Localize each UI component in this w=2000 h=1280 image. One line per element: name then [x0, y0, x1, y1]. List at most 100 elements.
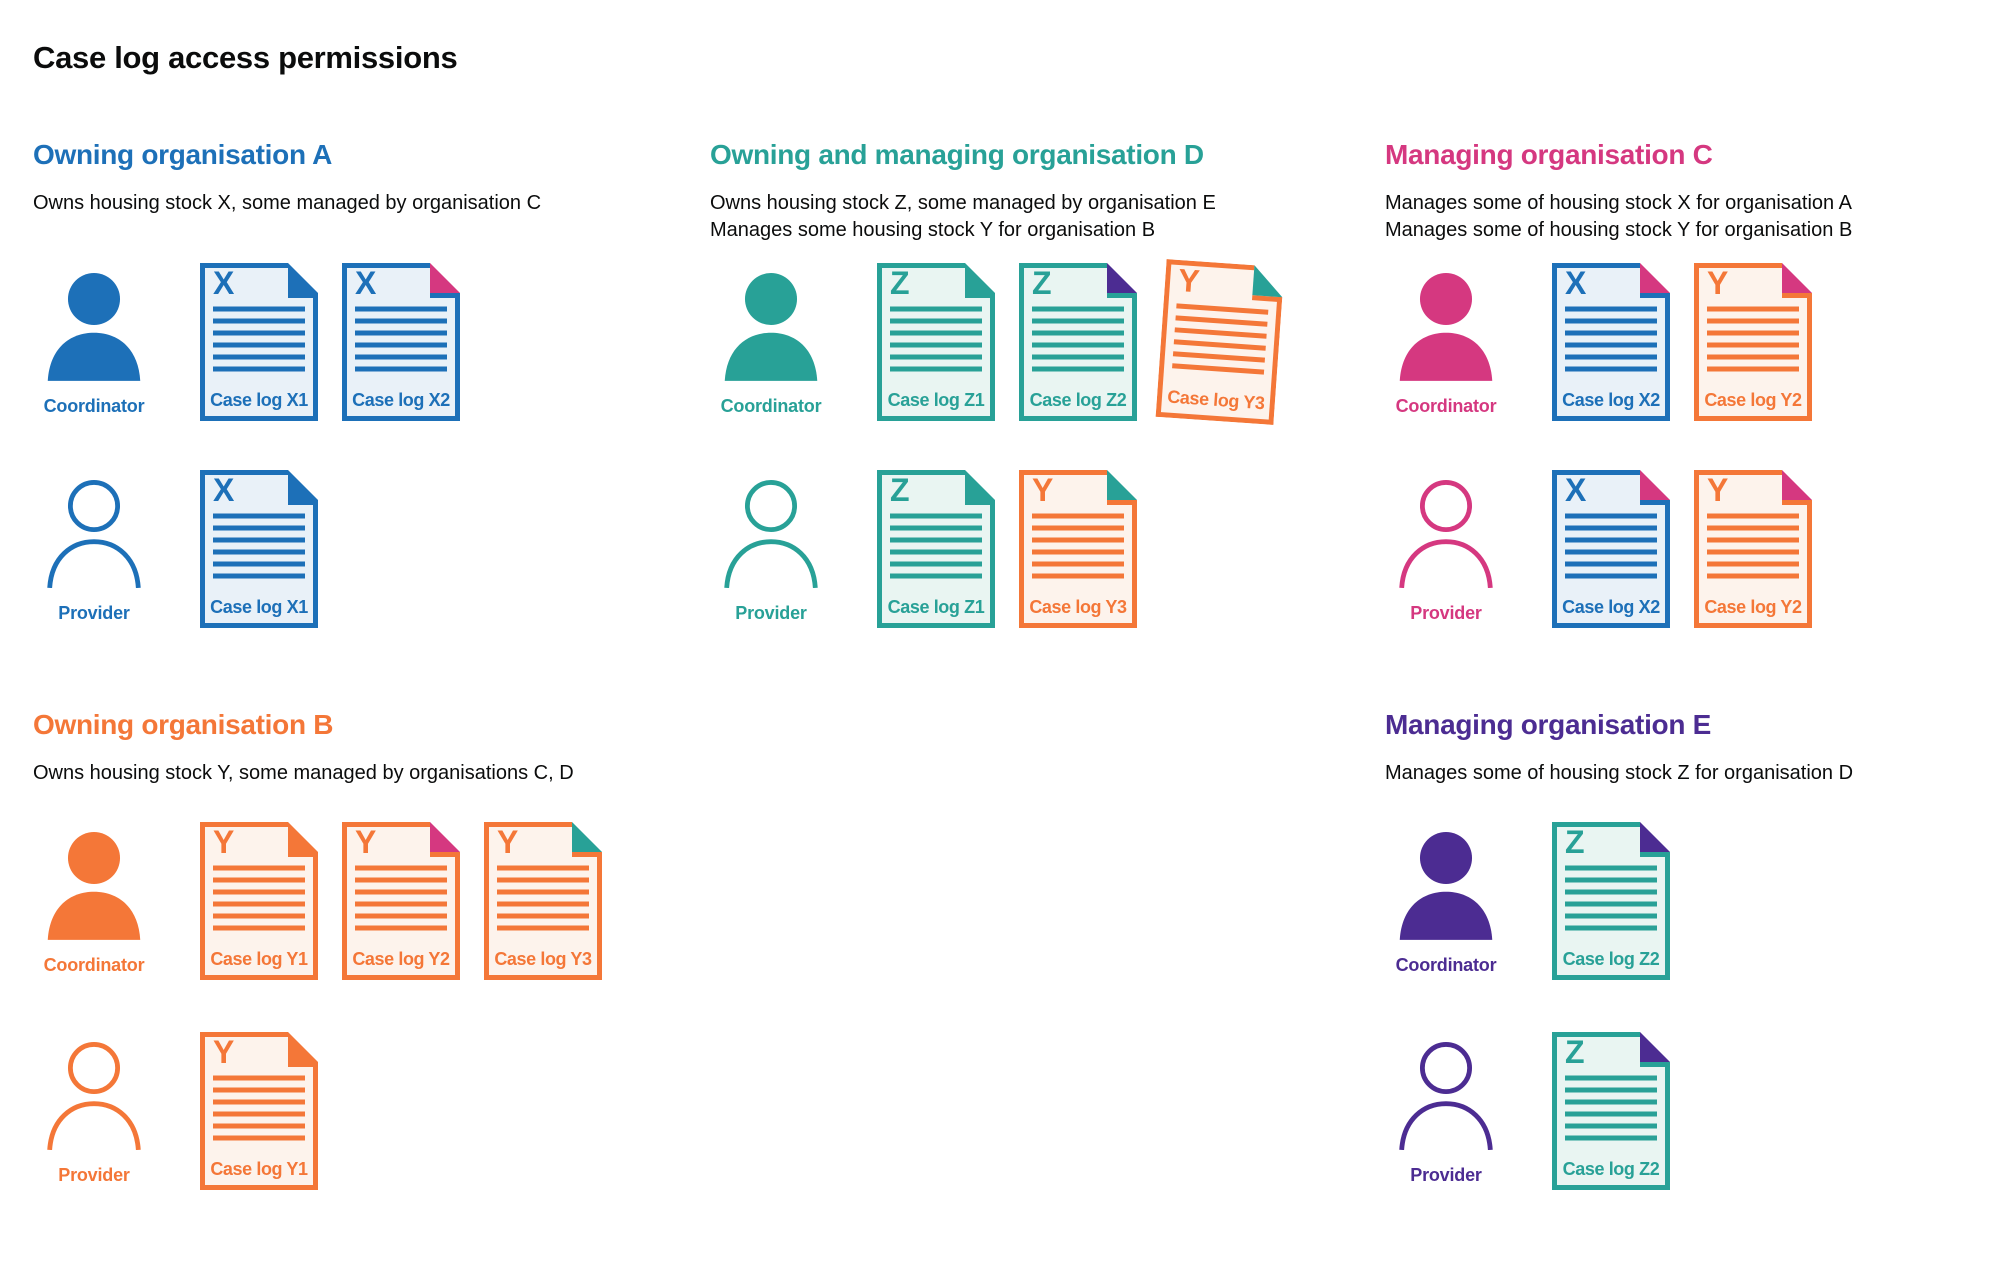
coordinator-label: Coordinator	[720, 396, 822, 416]
coordinator-figure	[1393, 830, 1499, 945]
folded-corner-icon	[965, 470, 995, 500]
case-log-document: Z Case log Z2	[1019, 263, 1137, 421]
document-page	[1694, 263, 1812, 421]
stock-letter: Y	[1176, 261, 1201, 300]
case-log-document: Y Case log Y2	[1694, 470, 1812, 628]
folded-corner-icon	[1107, 470, 1137, 500]
provider-label: Provider	[735, 603, 807, 623]
coordinator-figure	[41, 830, 147, 945]
document-page	[342, 263, 460, 421]
document-icon	[342, 263, 460, 421]
folded-corner-icon	[1252, 265, 1283, 298]
stock-letter: Y	[1707, 472, 1729, 508]
document-icon	[1694, 470, 1812, 628]
document-icon	[200, 263, 318, 421]
coordinator-label: Coordinator	[43, 396, 145, 416]
case-log-document: X Case log X2	[1552, 263, 1670, 421]
folded-corner-icon	[288, 470, 318, 500]
case-log-document: Z Case log Z2	[1552, 822, 1670, 980]
provider-icon	[1399, 1042, 1493, 1151]
case-log-document: Y Case log Y3	[1155, 259, 1285, 425]
document-page	[1552, 263, 1670, 421]
case-log-label: Case log Z2	[1562, 949, 1660, 969]
section-title-owning-and-managing-organisation-d: Owning and managing organisation D	[710, 139, 1204, 170]
provider-figure	[41, 1040, 147, 1155]
document-page	[200, 263, 318, 421]
stock-letter: X	[1565, 265, 1587, 301]
folded-corner-icon	[965, 263, 995, 293]
provider-label: Provider	[58, 603, 130, 623]
provider-icon	[47, 1042, 141, 1151]
stock-letter: Z	[1565, 824, 1585, 860]
case-log-document: X Case log X1	[200, 470, 318, 628]
case-log-label: Case log Y3	[494, 949, 592, 969]
document-page	[200, 470, 318, 628]
stock-letter: X	[355, 265, 377, 301]
case-log-document: X Case log X2	[1552, 470, 1670, 628]
folded-corner-icon	[430, 263, 460, 293]
document-page	[1552, 822, 1670, 980]
stock-letter: Y	[355, 824, 377, 860]
case-log-label: Case log X2	[352, 390, 450, 410]
section-subtitle: Owns housing stock Z, some managed by or…	[710, 192, 1216, 214]
stock-letter: Z	[890, 472, 910, 508]
provider-label: Provider	[58, 1165, 130, 1185]
document-icon	[877, 470, 995, 628]
provider-icon	[1399, 480, 1493, 589]
coordinator-label: Coordinator	[1395, 396, 1497, 416]
document-icon	[1552, 822, 1670, 980]
coordinator-icon	[724, 273, 818, 381]
case-log-document: Y Case log Y2	[342, 822, 460, 980]
coordinator-label: Coordinator	[1395, 955, 1497, 975]
case-log-document: Y Case log Y3	[484, 822, 602, 980]
section-title-owning-organisation-b: Owning organisation B	[33, 709, 334, 740]
document-page	[200, 1032, 318, 1190]
stock-letter: Z	[1032, 265, 1052, 301]
section-subtitle: Manages some housing stock Y for organis…	[710, 219, 1156, 241]
coordinator-icon	[1399, 273, 1493, 381]
section-subtitle: Owns housing stock X, some managed by or…	[33, 192, 542, 214]
coordinator-icon	[47, 273, 141, 381]
case-log-document: Y Case log Y2	[1694, 263, 1812, 421]
document-page	[877, 470, 995, 628]
provider-figure	[718, 478, 824, 593]
document-icon	[877, 263, 995, 421]
document-icon	[200, 822, 318, 980]
coordinator-figure	[718, 271, 824, 386]
case-log-label: Case log Y2	[1704, 597, 1802, 617]
folded-corner-icon	[288, 822, 318, 852]
section-title-owning-organisation-a: Owning organisation A	[33, 139, 333, 170]
stock-letter: Z	[890, 265, 910, 301]
provider-figure	[1393, 478, 1499, 593]
document-icon	[1155, 259, 1283, 425]
case-log-label: Case log Y1	[210, 1159, 308, 1179]
stock-letter: Y	[213, 1034, 235, 1070]
folded-corner-icon	[1640, 822, 1670, 852]
case-log-label: Case log X1	[210, 597, 308, 617]
document-page	[877, 263, 995, 421]
case-log-label: Case log Y2	[352, 949, 450, 969]
case-log-document: Y Case log Y3	[1019, 470, 1137, 628]
folded-corner-icon	[430, 822, 460, 852]
folded-corner-icon	[572, 822, 602, 852]
document-page	[342, 822, 460, 980]
document-page	[484, 822, 602, 980]
case-log-label: Case log Z1	[887, 597, 985, 617]
case-log-label: Case log X1	[210, 390, 308, 410]
case-log-label: Case log Z2	[1562, 1159, 1660, 1179]
document-page	[200, 822, 318, 980]
case-log-document: Y Case log Y1	[200, 1032, 318, 1190]
provider-figure	[1393, 1040, 1499, 1155]
stock-letter: X	[1565, 472, 1587, 508]
case-log-label: Case log Y1	[210, 949, 308, 969]
case-log-label: Case log Y3	[1029, 597, 1127, 617]
coordinator-figure	[41, 271, 147, 386]
stock-letter: Y	[1707, 265, 1729, 301]
case-log-label: Case log X2	[1562, 390, 1660, 410]
document-icon	[1019, 263, 1137, 421]
document-page	[1155, 259, 1283, 425]
section-title-managing-organisation-c: Managing organisation C	[1385, 139, 1713, 170]
page-title: Case log access permissions	[33, 40, 458, 75]
document-icon	[1552, 1032, 1670, 1190]
section-title-managing-organisation-e: Managing organisation E	[1385, 709, 1712, 740]
